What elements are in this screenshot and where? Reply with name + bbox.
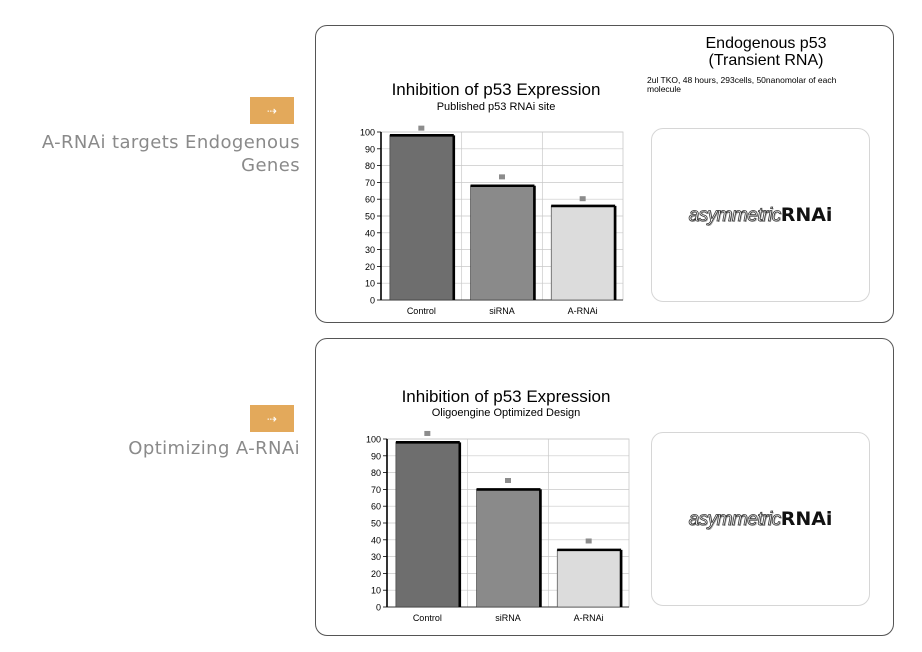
y-tick-label: 80 [371, 468, 381, 478]
bar-marker [499, 174, 505, 180]
y-tick-label: 10 [365, 279, 375, 289]
section-label-1: A-RNAi targets Endogenous Genes [42, 131, 300, 177]
bar-control [395, 442, 460, 608]
logo-box-2: asymmetricRNAi [651, 432, 870, 606]
y-tick-label: 50 [365, 212, 375, 222]
section-label-2: Optimizing A-RNAi [128, 438, 300, 459]
y-tick-label: 60 [371, 502, 381, 512]
y-tick-label: 20 [365, 262, 375, 272]
bar-marker [424, 430, 431, 436]
logo-suffix: RNAi [780, 507, 833, 530]
chart-1-title: Inhibition of p53 Expression [391, 80, 601, 99]
y-tick-label: 30 [371, 552, 381, 562]
y-tick-label: 30 [365, 245, 375, 255]
y-tick-label: 0 [376, 603, 381, 613]
arrow-right-icon: ⇢ [266, 411, 278, 426]
arrow-badge-2[interactable]: ⇢ [250, 405, 294, 432]
chart-2: 0 10 20 30 40 50 60 70 80 90 100 Control siRNA A-RNAi [366, 430, 630, 623]
asymmetric-rnai-logo: asymmetricRNAi [688, 203, 833, 227]
x-tick-label: A-RNAi [574, 613, 604, 623]
y-tick-label: 90 [371, 451, 381, 461]
bar-a-rnai [556, 549, 621, 608]
y-tick-label: 80 [365, 161, 375, 171]
y-tick-label: 60 [365, 195, 375, 205]
bar-control [389, 135, 454, 301]
asymmetric-rnai-logo: asymmetricRNAi [688, 507, 833, 531]
endogenous-title-line1: Endogenous p53 [705, 35, 827, 52]
panel-endogenous: Inhibition of p53 Expression Published p… [315, 25, 894, 323]
y-tick-label: 40 [365, 228, 375, 238]
bar-marker [505, 478, 511, 483]
arrow-badge-1[interactable]: ⇢ [250, 97, 294, 124]
y-tick-label: 90 [365, 144, 375, 154]
logo-prefix: asymmetric [688, 204, 781, 226]
bar-a-rnai [550, 205, 615, 301]
y-tick-label: 70 [365, 178, 375, 188]
panel-optimizing: Inhibition of p53 Expression Oligoengine… [315, 338, 894, 636]
bar-marker [585, 538, 592, 544]
y-tick-label: 10 [371, 586, 381, 596]
bar-marker [418, 125, 425, 131]
y-tick-label: 40 [371, 535, 381, 545]
x-tick-label: Control [407, 306, 436, 316]
endogenous-note-line1: 2ul TKO, 48 hours, 293cells, 50nanomolar… [647, 75, 837, 85]
x-tick-label: Control [413, 613, 442, 623]
y-tick-label: 0 [370, 296, 375, 306]
chart-2-subtitle: Oligoengine Optimized Design [431, 407, 581, 419]
endogenous-title-line2: (Transient RNA) [708, 52, 824, 69]
x-tick-label: A-RNAi [568, 306, 598, 316]
endogenous-title: Endogenous p53 (Transient RNA) [661, 35, 871, 69]
x-tick-label: siRNA [495, 613, 521, 623]
logo-prefix: asymmetric [688, 508, 781, 530]
endogenous-note: 2ul TKO, 48 hours, 293cells, 50nanomolar… [647, 76, 887, 94]
section-label-1-line2: Genes [241, 155, 300, 176]
endogenous-note-line2: molecule [647, 84, 682, 94]
chart-1-subtitle: Published p53 RNAi site [436, 101, 556, 113]
x-tick-label: siRNA [489, 306, 515, 316]
y-tick-label: 20 [371, 569, 381, 579]
chart-1: 0 10 20 30 40 50 60 70 80 90 100 Control siRNA A-RNAi [360, 125, 624, 316]
bar-marker [579, 196, 586, 202]
arrow-right-icon: ⇢ [266, 103, 278, 118]
y-tick-label: 70 [371, 485, 381, 495]
y-tick-label: 50 [371, 519, 381, 529]
logo-box-1: asymmetricRNAi [651, 128, 870, 302]
logo-suffix: RNAi [780, 203, 833, 226]
bar-sirna [476, 489, 540, 608]
bar-sirna [470, 185, 534, 301]
y-tick-label: 100 [366, 435, 381, 445]
chart-2-title: Inhibition of p53 Expression [401, 387, 611, 406]
y-tick-label: 100 [360, 128, 375, 138]
section-label-1-line1: A-RNAi targets Endogenous [41, 132, 300, 153]
